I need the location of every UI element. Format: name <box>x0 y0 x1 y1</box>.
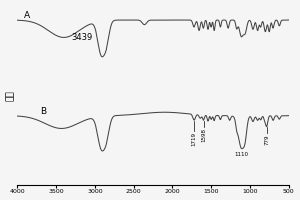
Text: 779: 779 <box>265 134 269 145</box>
Text: 1719: 1719 <box>192 132 197 146</box>
Text: 1598: 1598 <box>201 128 206 142</box>
Text: 3439: 3439 <box>72 33 93 42</box>
Text: 1110: 1110 <box>234 152 248 157</box>
Text: A: A <box>23 11 30 20</box>
Text: B: B <box>40 107 47 116</box>
Y-axis label: 强度: 强度 <box>6 90 15 101</box>
